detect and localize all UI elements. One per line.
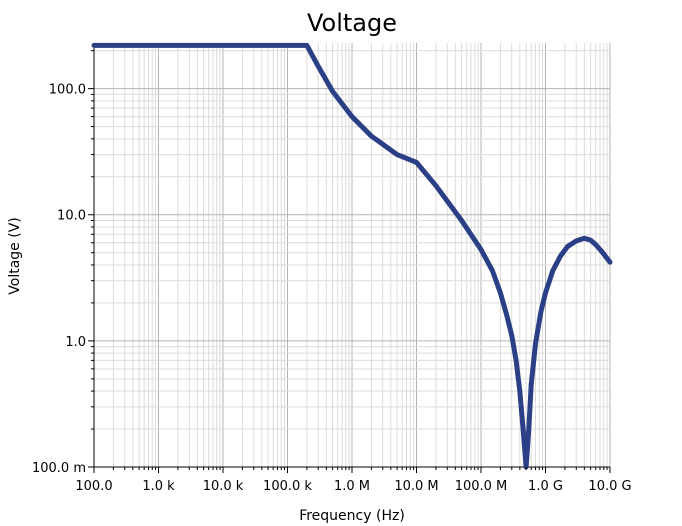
y-tick-label: 100.0 m: [32, 461, 86, 476]
x-tick-label: 100.0 k: [263, 479, 312, 494]
x-tick-label: 1.0 k: [142, 479, 175, 494]
x-tick-label: 100.0: [75, 479, 112, 494]
chart-title: Voltage: [307, 9, 397, 37]
x-tick-label: 10.0 k: [203, 479, 244, 494]
x-axis-label: Frequency (Hz): [299, 508, 405, 524]
y-tick-label: 100.0: [49, 83, 86, 98]
grid: [93, 43, 611, 468]
y-ticks: 100.0 m 1.0 10.0 100.0: [32, 50, 94, 476]
y-tick-label: 10.0: [57, 209, 86, 224]
y-axis-label: Voltage (V): [7, 217, 23, 294]
x-tick-label: 100.0 M: [455, 479, 508, 494]
x-tick-label: 10.0 G: [588, 479, 631, 494]
x-tick-label: 1.0 M: [334, 479, 370, 494]
x-ticks: 100.0 1.0 k 10.0 k 100.0 k 1.0 M 10.0 M 100.0 …: [75, 467, 632, 494]
x-tick-label: 1.0 G: [528, 479, 563, 494]
y-tick-label: 1.0: [65, 335, 86, 350]
series-layer: [91, 42, 613, 470]
voltage-series-line: [91, 42, 613, 470]
x-tick-label: 10.0 M: [394, 479, 438, 494]
